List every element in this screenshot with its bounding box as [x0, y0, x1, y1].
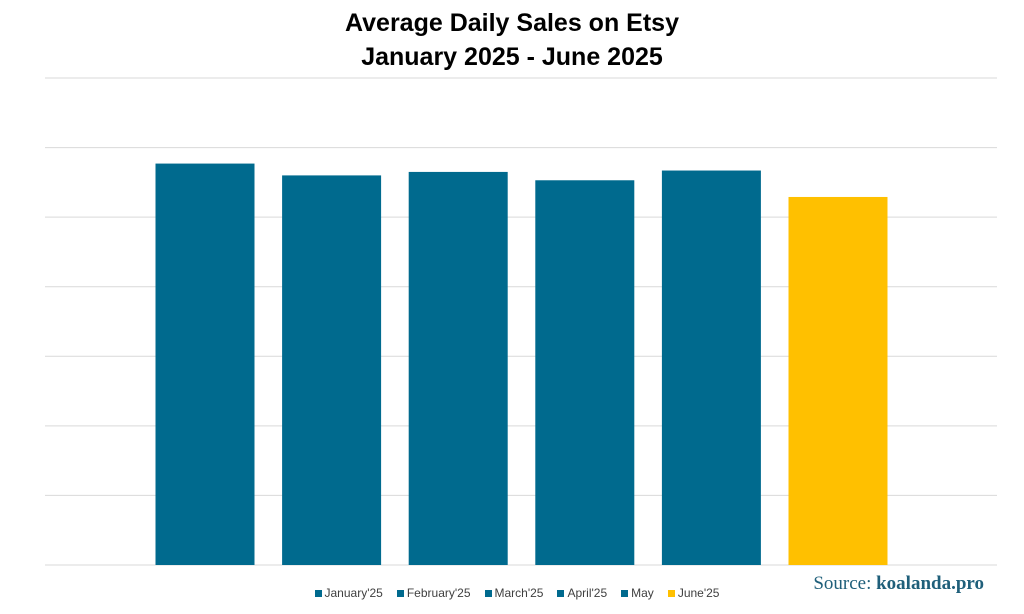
legend-label: March'25	[494, 586, 544, 600]
legend-item: April'25	[557, 586, 607, 600]
bar-february-25	[282, 175, 382, 565]
bar-april-25	[535, 180, 635, 565]
chart-title-line1: Average Daily Sales on Etsy	[345, 9, 679, 37]
chart-legend: January'25 February'25 March'25 April'25 May…	[0, 586, 1024, 600]
source-credit: Source: koalanda.pro	[813, 573, 984, 595]
chart-title: Average Daily Sales on Etsy January 2025…	[0, 6, 1024, 74]
legend-item: March'25	[484, 586, 544, 600]
bar-may	[661, 170, 761, 565]
bar-june-25	[788, 196, 888, 565]
legend-label: June'25	[677, 586, 720, 600]
source-label: Source:	[813, 573, 872, 594]
legend-item: January'25	[314, 586, 383, 600]
chart-subtitle-line2: January 2025 - June 2025	[361, 43, 663, 71]
legend-label: January'25	[324, 586, 383, 600]
legend-item: February'25	[396, 586, 471, 600]
legend-swatch	[484, 589, 492, 597]
legend-swatch	[396, 589, 404, 597]
legend-swatch	[557, 589, 565, 597]
legend-swatch	[667, 589, 675, 597]
legend-label: May	[631, 586, 654, 600]
legend-swatch	[621, 589, 629, 597]
legend-swatch	[314, 589, 322, 597]
legend-label: April'25	[567, 586, 608, 600]
legend-item: May	[621, 586, 654, 600]
source-site: koalanda.pro	[876, 573, 984, 594]
legend-label: February'25	[406, 586, 471, 600]
legend-item: June'25	[667, 586, 720, 600]
bar-march-25	[408, 171, 508, 565]
bar-january-25	[155, 163, 255, 565]
